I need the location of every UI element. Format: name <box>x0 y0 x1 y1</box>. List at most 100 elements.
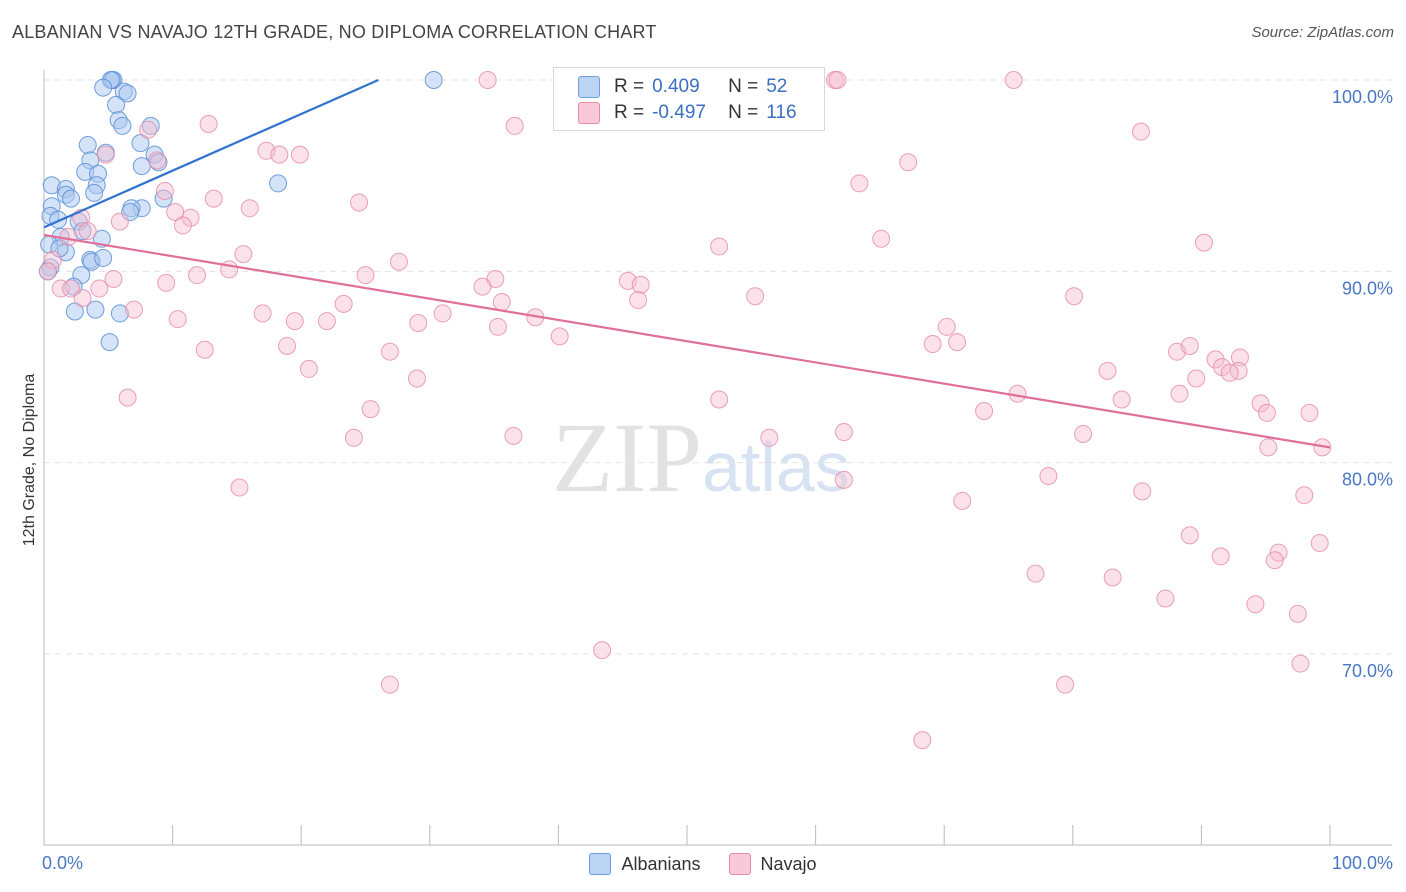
navajo-point <box>593 641 612 660</box>
y-tick-label-80: 80.0% <box>1342 470 1393 490</box>
albanians-point <box>94 248 113 267</box>
albanians-swatch <box>578 76 600 98</box>
legend-n-value: 116 <box>766 102 797 123</box>
navajo-point <box>1313 438 1332 457</box>
navajo-point <box>913 731 932 750</box>
navajo-point <box>204 189 223 208</box>
navajo-point <box>188 266 207 285</box>
x-tick-label-max: 100.0% <box>1332 853 1393 873</box>
legend-row-albanians: R = 0.409 N = 52 <box>578 74 787 100</box>
navajo-point <box>62 279 81 298</box>
navajo-point <box>1056 675 1075 694</box>
navajo-point <box>38 262 57 281</box>
legend-item-albanians[interactable]: Albanians <box>589 853 701 875</box>
navajo-point <box>356 266 375 285</box>
legend-n-label: N = <box>728 76 759 97</box>
navajo-point <box>173 216 192 235</box>
navajo-point <box>1230 348 1249 367</box>
navajo-point <box>380 675 399 694</box>
navajo-point <box>1065 287 1084 306</box>
navajo-point <box>253 304 272 323</box>
navajo-point <box>90 279 109 298</box>
navajo-point <box>1206 350 1225 369</box>
legend-n-value: 52 <box>766 76 788 97</box>
legend-label-albanians: Albanians <box>621 853 701 874</box>
navajo-point <box>1310 534 1329 553</box>
legend-r-value: -0.497 <box>652 102 706 123</box>
navajo-point <box>181 208 200 227</box>
series-legend: Albanians Navajo <box>0 852 1406 876</box>
legend-label-navajo: Navajo <box>760 853 817 874</box>
y-tick-label-90: 90.0% <box>1342 278 1393 298</box>
navajo-point <box>478 71 497 89</box>
navajo-point <box>1180 336 1199 355</box>
navajo-point <box>1246 595 1265 614</box>
albanians-point <box>86 300 105 319</box>
x-tick-label-min: 0.0% <box>42 853 83 873</box>
navajo-point <box>380 342 399 361</box>
navajo-point <box>953 491 972 510</box>
navajo-point <box>1131 122 1150 141</box>
albanians-point <box>62 189 81 208</box>
navajo-point <box>1098 361 1117 380</box>
navajo-point <box>505 116 524 135</box>
albanians-point <box>113 116 132 135</box>
legend-r-label: R = <box>614 102 645 123</box>
navajo-point <box>488 317 507 336</box>
navajo-point <box>317 312 336 331</box>
navajo-point <box>828 71 847 89</box>
source-label: Source: ZipAtlas.com <box>1251 24 1394 41</box>
navajo-point <box>1180 526 1199 545</box>
navajo-point <box>1112 390 1131 409</box>
legend-row-navajo: R = -0.497 N = 116 <box>578 100 797 126</box>
navajo-point <box>1220 363 1239 382</box>
legend-n-label: N = <box>728 102 759 123</box>
navajo-point <box>350 193 369 212</box>
albanians-legend-swatch <box>589 853 612 875</box>
series-albanians <box>38 71 443 352</box>
navajo-point <box>157 273 176 292</box>
navajo-point <box>1259 438 1278 457</box>
navajo-point <box>155 181 174 200</box>
navajo-point <box>409 313 428 332</box>
navajo-point <box>344 428 363 447</box>
navajo-point <box>44 250 63 269</box>
albanians-point <box>118 84 137 103</box>
navajo-point <box>629 291 648 310</box>
navajo-point <box>334 294 353 313</box>
albanians-trend-line <box>43 78 379 229</box>
axes <box>43 70 1392 846</box>
navajo-point <box>270 145 289 164</box>
navajo-trend-line <box>43 233 1331 449</box>
navajo-point <box>1156 589 1175 608</box>
navajo-point <box>1257 403 1276 422</box>
navajo-point <box>834 423 853 442</box>
navajo-point <box>948 333 967 352</box>
navajo-point <box>361 400 380 419</box>
albanians-point <box>131 134 150 153</box>
navajo-point <box>51 279 70 298</box>
navajo-point <box>1004 71 1023 89</box>
navajo-point <box>899 153 918 172</box>
grid-lines <box>44 79 1392 655</box>
navajo-point <box>504 426 523 445</box>
navajo-point <box>760 428 779 447</box>
navajo-point <box>473 277 492 296</box>
navajo-point <box>850 174 869 193</box>
navajo-point <box>710 237 729 256</box>
y-tick-label-70: 70.0% <box>1342 661 1393 681</box>
navajo-point <box>1074 424 1093 443</box>
watermark: ZIPatlas <box>552 400 850 515</box>
navajo-point <box>168 310 187 329</box>
navajo-point <box>1133 482 1152 501</box>
navajo-point <box>73 289 92 308</box>
navajo-point <box>492 292 511 311</box>
legend-item-navajo[interactable]: Navajo <box>728 853 817 875</box>
navajo-point <box>937 317 956 336</box>
albanians-point <box>85 183 104 202</box>
navajo-point <box>285 312 304 331</box>
albanians-point <box>132 157 151 176</box>
y-tick-label-100: 100.0% <box>1332 87 1393 107</box>
navajo-point <box>389 252 408 271</box>
